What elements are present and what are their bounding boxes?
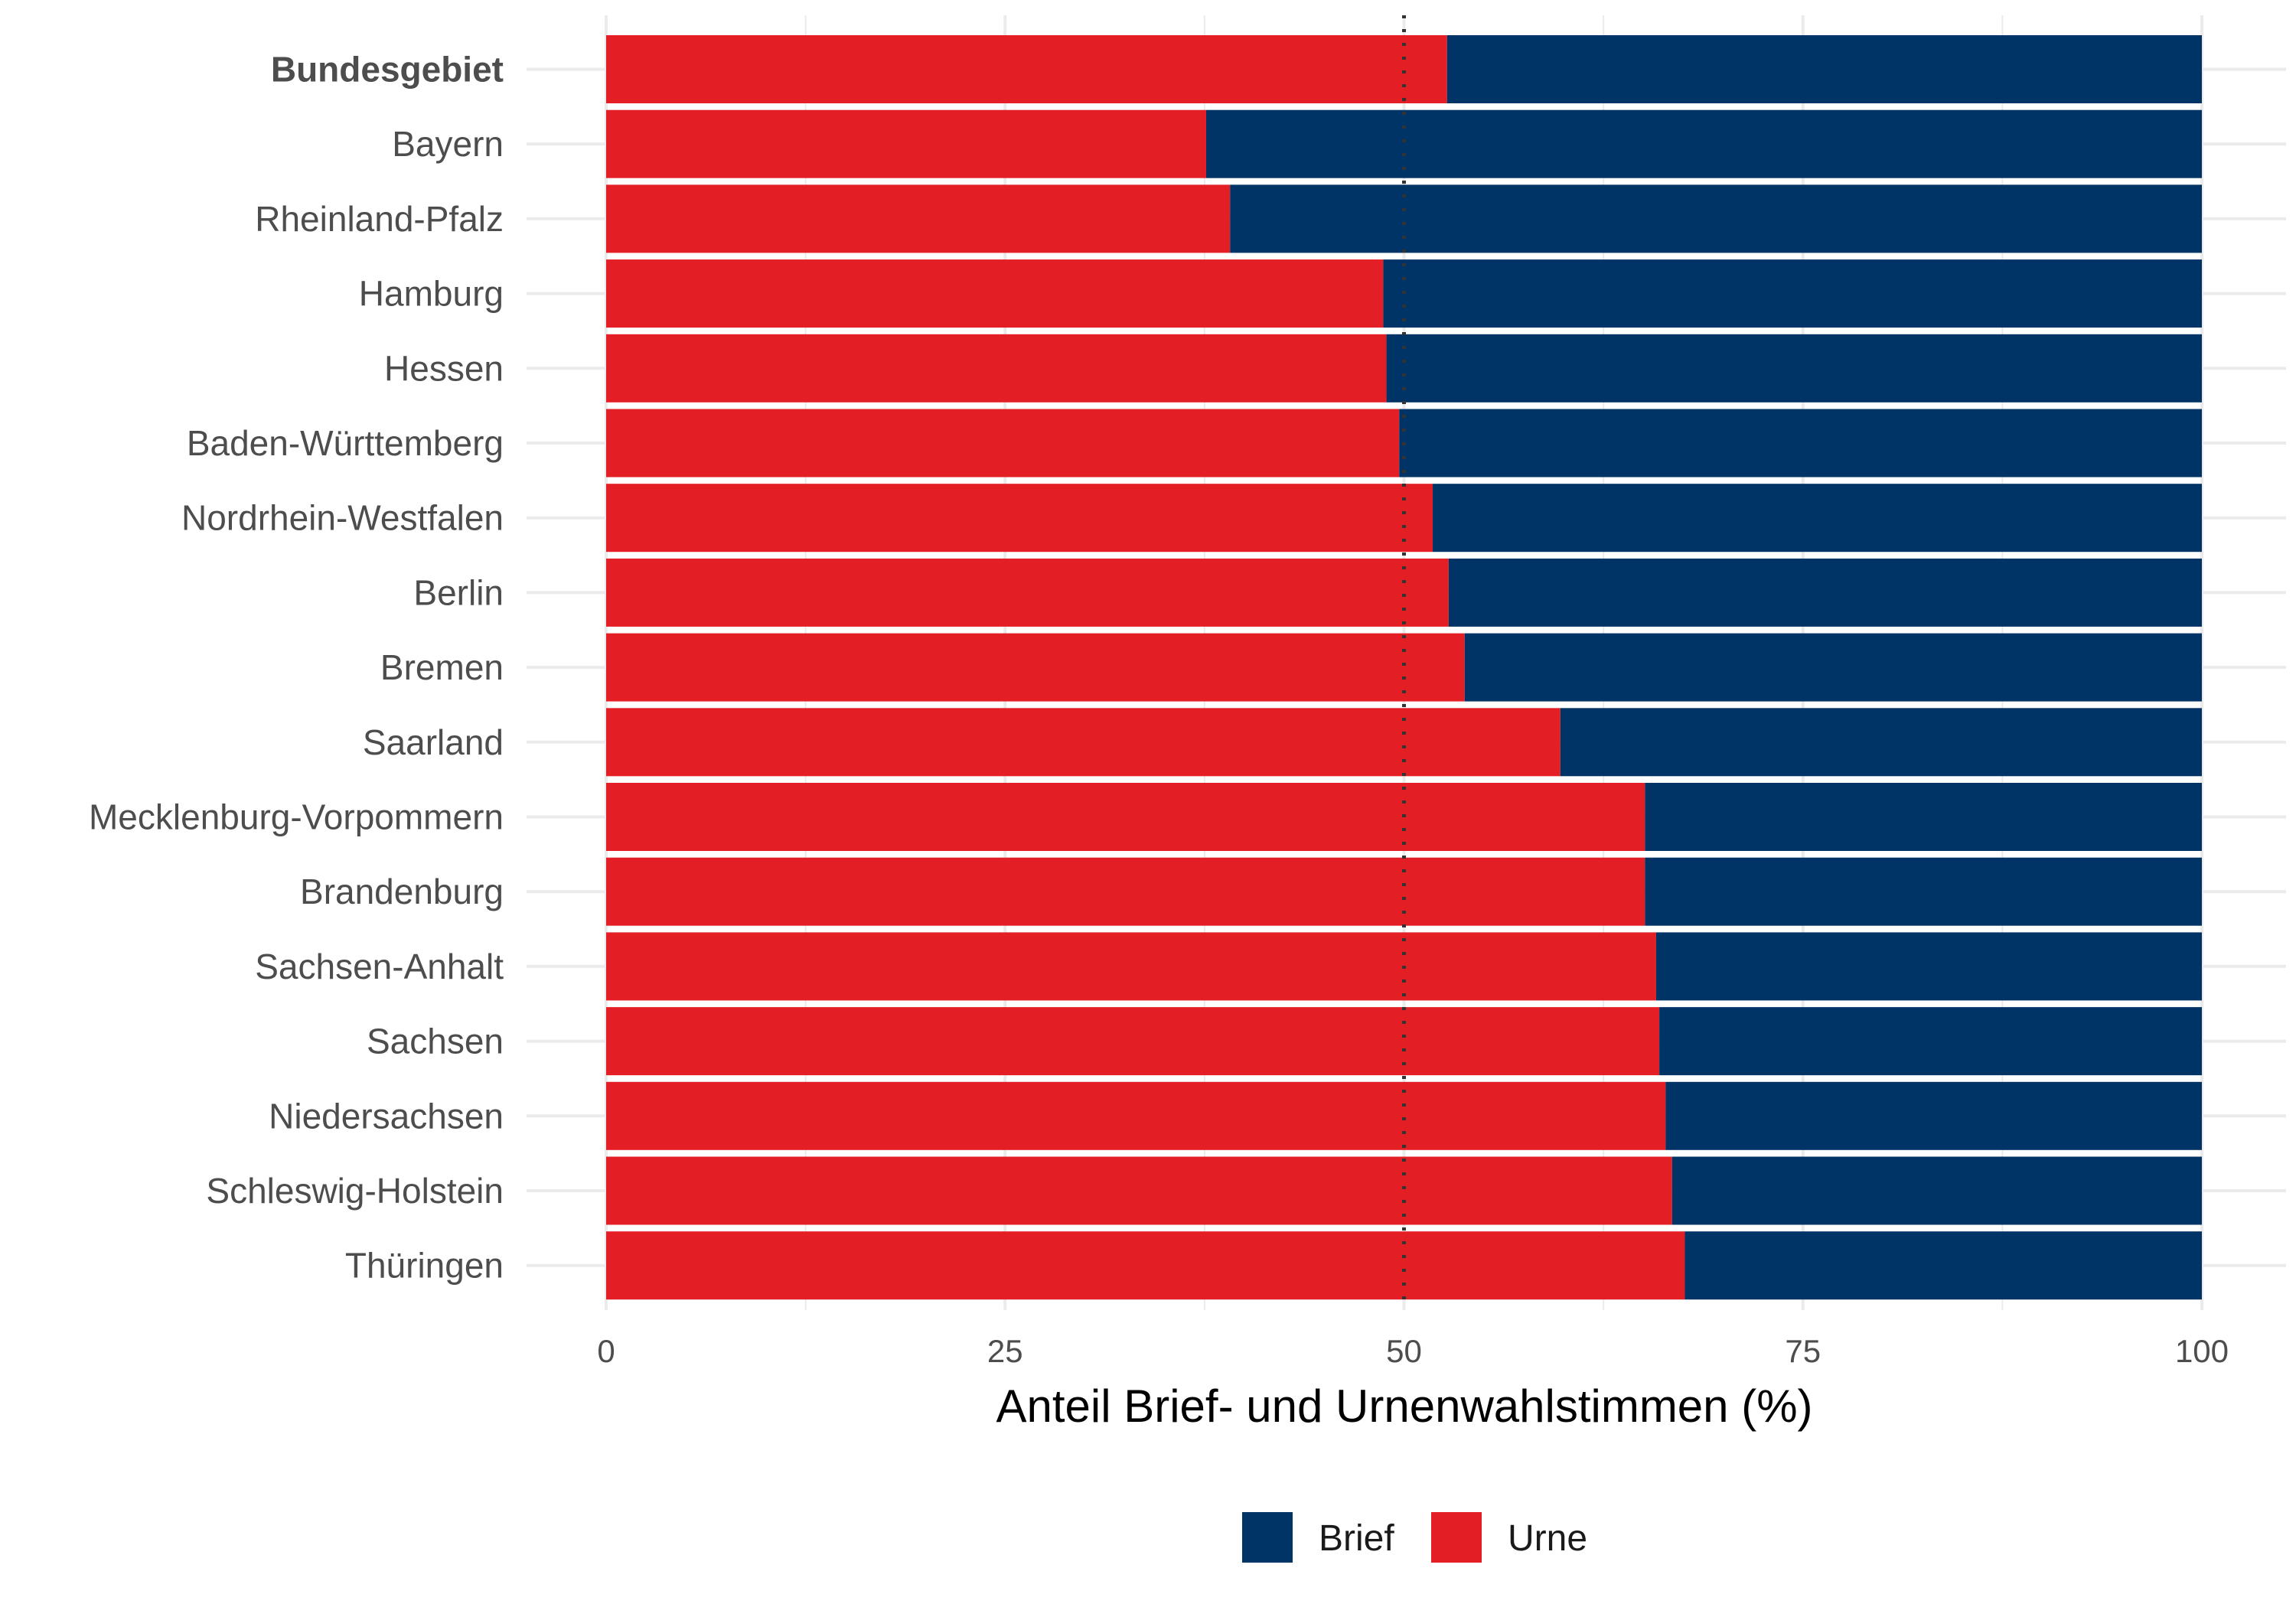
bar-urne-5 [606, 409, 1400, 478]
category-label: Brandenburg [300, 872, 504, 911]
bar-urne-14 [606, 1081, 1666, 1150]
bar-urne-12 [606, 932, 1656, 1001]
category-label: Sachsen-Anhalt [255, 947, 504, 986]
x-tick-label: 25 [987, 1333, 1023, 1369]
category-label: Sachsen [367, 1022, 504, 1061]
bar-brief-13 [1659, 1007, 2202, 1076]
x-tick-label: 50 [1386, 1333, 1422, 1369]
bar-brief-4 [1386, 334, 2202, 403]
category-label: Thüringen [345, 1246, 504, 1286]
category-labels: Bundesgebiet Bayern Rheinland-Pfalz Hamburg… [89, 50, 504, 1286]
bar-urne-9 [606, 708, 1561, 777]
bar-brief-14 [1665, 1081, 2202, 1150]
bar-urne-2 [606, 184, 1231, 253]
bar-urne-8 [606, 633, 1465, 702]
bar-brief-5 [1399, 409, 2202, 478]
bar-urne-7 [606, 558, 1449, 627]
bar-urne-10 [606, 783, 1645, 851]
bar-brief-8 [1464, 633, 2202, 702]
bar-brief-6 [1433, 484, 2202, 553]
category-label: Bayern [392, 124, 504, 164]
x-axis-title: Anteil Brief- und Urnenwahlstimmen (%) [996, 1380, 1812, 1432]
bar-urne-3 [606, 259, 1384, 328]
category-label: Bundesgebiet [271, 50, 504, 90]
bar-urne-0 [606, 35, 1447, 103]
bar-brief-7 [1448, 558, 2202, 627]
bar-brief-2 [1230, 184, 2202, 253]
x-tick-label: 100 [2175, 1333, 2229, 1369]
bar-urne-16 [606, 1231, 1685, 1300]
bar-urne-1 [606, 109, 1206, 178]
bar-brief-0 [1446, 35, 2202, 103]
category-label: Rheinland-Pfalz [255, 199, 504, 239]
category-label: Hessen [384, 348, 504, 388]
x-axis-ticks: 0 25 50 75 100 [597, 1333, 2229, 1369]
category-label: Baden-Württemberg [187, 423, 504, 463]
x-tick-label: 75 [1785, 1333, 1821, 1369]
category-label: Hamburg [359, 274, 504, 314]
bar-brief-11 [1645, 857, 2202, 926]
bar-brief-9 [1560, 708, 2202, 777]
bar-brief-15 [1671, 1156, 2202, 1225]
legend-swatch-urne [1431, 1512, 1482, 1563]
legend: Brief Urne [1242, 1512, 1587, 1563]
category-label: Berlin [413, 572, 504, 612]
category-label: Schleswig-Holstein [206, 1171, 504, 1211]
bar-urne-4 [606, 334, 1387, 403]
category-label: Nordrhein-Westfalen [181, 498, 504, 538]
bar-brief-3 [1383, 259, 2202, 328]
category-label: Saarland [363, 722, 504, 762]
x-tick-label: 0 [597, 1333, 615, 1369]
bar-urne-6 [606, 484, 1433, 553]
legend-label-urne: Urne [1508, 1518, 1587, 1559]
bar-brief-10 [1645, 783, 2202, 851]
category-label: Bremen [380, 647, 504, 687]
category-label: Niedersachsen [269, 1096, 504, 1136]
legend-label-brief: Brief [1319, 1518, 1394, 1559]
bar-urne-11 [606, 857, 1645, 926]
bar-urne-15 [606, 1156, 1672, 1225]
bar-brief-12 [1655, 932, 2202, 1001]
bar-urne-13 [606, 1007, 1660, 1076]
legend-swatch-brief [1242, 1512, 1293, 1563]
bar-brief-16 [1684, 1231, 2202, 1300]
bar-brief-1 [1205, 109, 2202, 178]
category-label: Mecklenburg-Vorpommern [89, 797, 504, 837]
bars [606, 35, 2202, 1300]
